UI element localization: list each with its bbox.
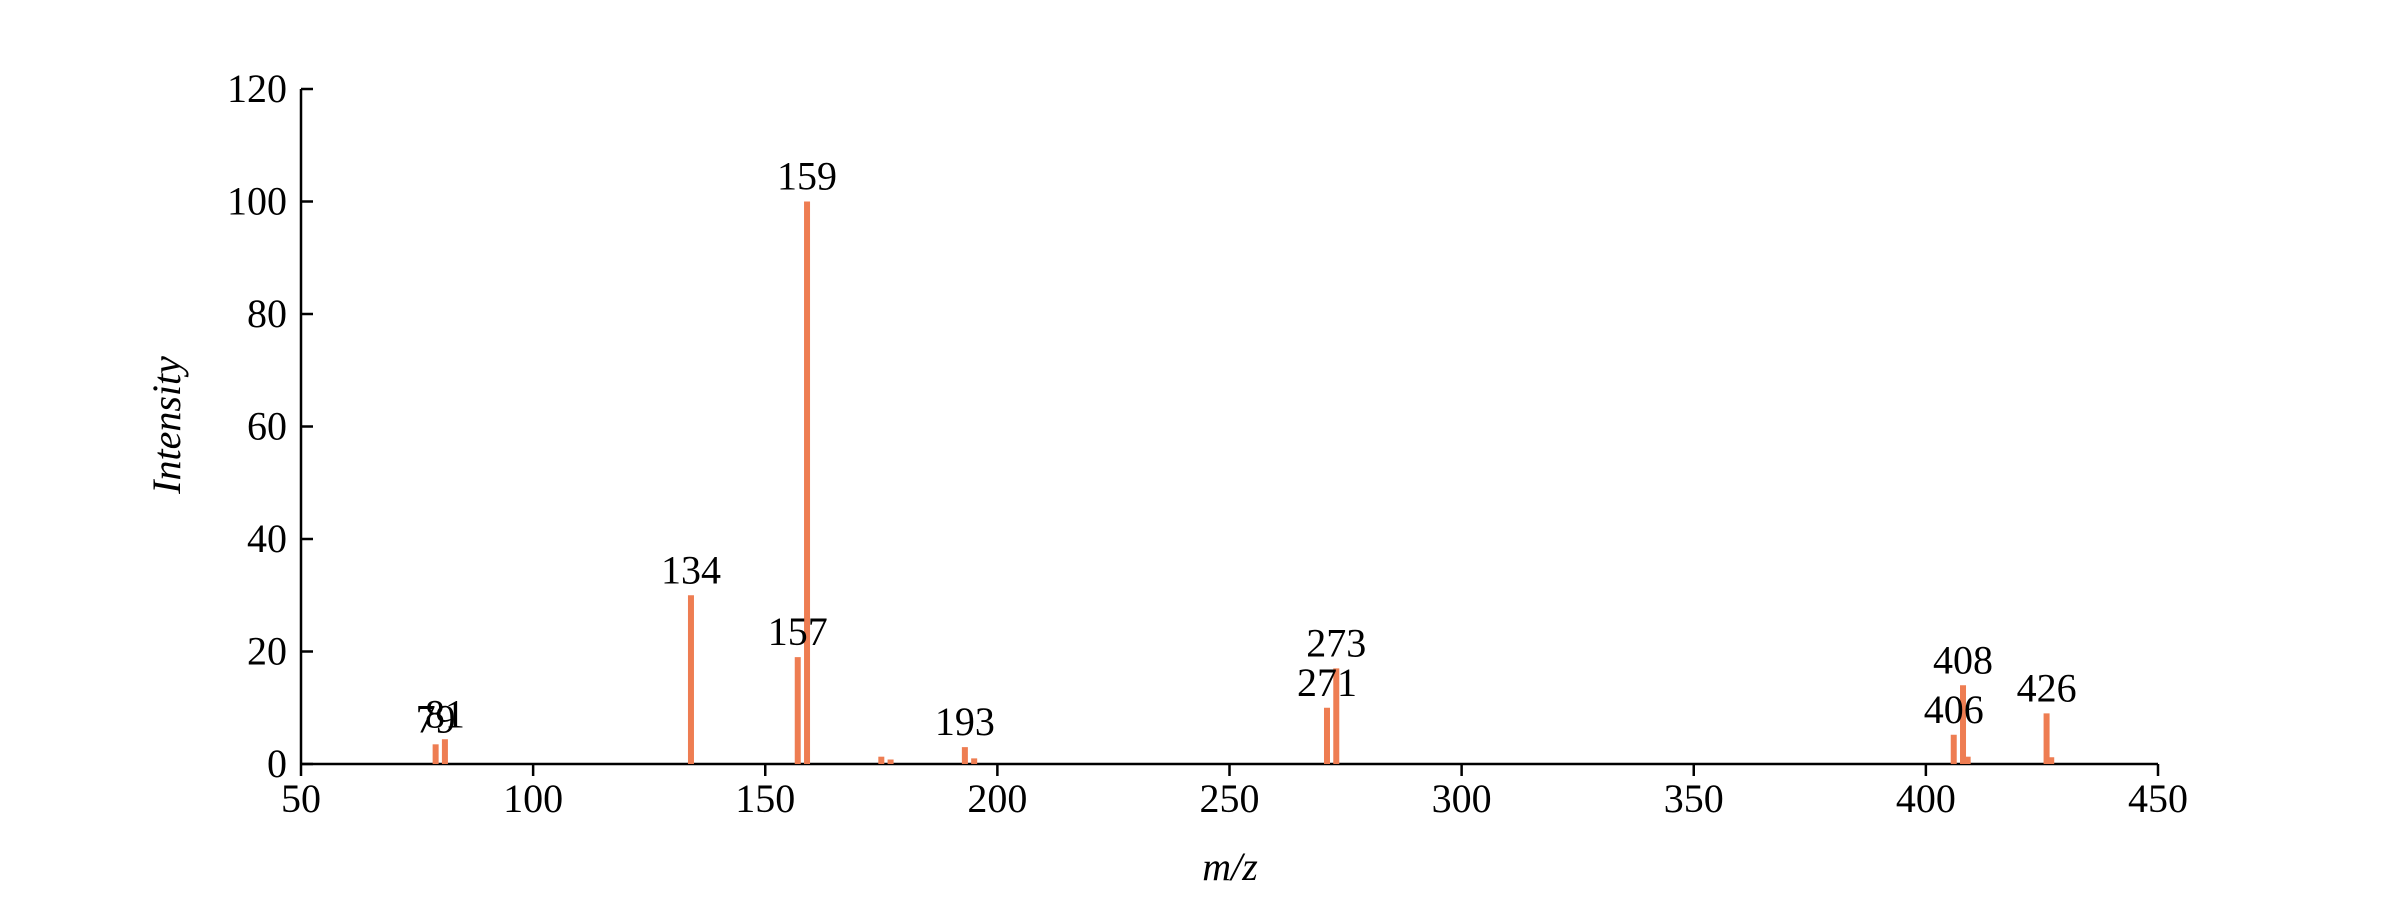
bar	[441, 739, 448, 764]
bar	[804, 201, 811, 764]
peak-label: 271	[1297, 660, 1357, 705]
bar	[961, 747, 968, 764]
x-tick-label: 200	[967, 776, 1027, 821]
y-axis-label: Intensity	[144, 356, 189, 495]
peak-label: 81	[425, 691, 465, 736]
peak-label: 79	[416, 696, 456, 741]
peak-label: 159	[777, 154, 837, 199]
peak-label: 134	[661, 547, 721, 592]
bar	[794, 657, 801, 764]
bar	[1333, 668, 1340, 764]
peak-label: 406	[1924, 687, 1984, 732]
x-tick-label: 250	[1200, 776, 1260, 821]
x-axis-label: m/z	[1202, 844, 1258, 889]
x-tick-label: 300	[1432, 776, 1492, 821]
y-tick-label: 40	[247, 516, 287, 561]
y-tick-label: 0	[267, 741, 287, 786]
bar	[687, 595, 694, 764]
peak-label: 408	[1933, 637, 1993, 682]
x-tick-label: 400	[1896, 776, 1956, 821]
bar	[887, 759, 894, 764]
bar	[1323, 707, 1330, 764]
bar	[1964, 756, 1971, 764]
y-tick-label: 60	[247, 404, 287, 449]
y-tick-label: 80	[247, 291, 287, 336]
y-tick-label: 20	[247, 629, 287, 674]
bar	[1950, 734, 1957, 764]
x-tick-label: 50	[281, 776, 321, 821]
peak-label: 193	[935, 699, 995, 744]
y-tick-label: 100	[227, 179, 287, 224]
bar	[971, 758, 978, 764]
bar	[878, 756, 885, 764]
y-tick-label: 120	[227, 66, 287, 111]
x-tick-label: 150	[735, 776, 795, 821]
bar	[2043, 713, 2050, 764]
bar	[432, 744, 439, 764]
x-tick-label: 450	[2128, 776, 2188, 821]
bar	[1960, 685, 1967, 764]
peak-label: 157	[768, 609, 828, 654]
peak-label: 273	[1306, 620, 1366, 665]
bar	[2048, 757, 2055, 764]
x-tick-label: 350	[1664, 776, 1724, 821]
x-tick-label: 100	[503, 776, 563, 821]
peak-label: 426	[2017, 665, 2077, 710]
